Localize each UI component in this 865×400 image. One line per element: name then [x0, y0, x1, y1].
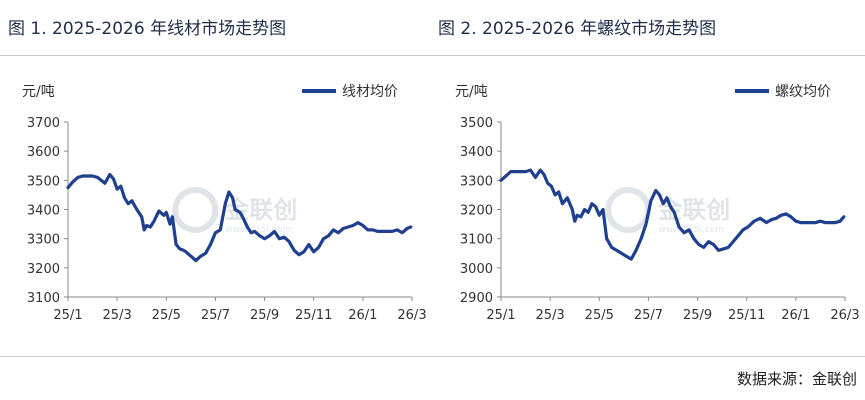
- x-tick-label: 25/7: [201, 308, 230, 323]
- x-tick-label: 26/1: [348, 308, 377, 323]
- y-tick-label: 3700: [27, 116, 60, 131]
- watermark-url: www.315i.com: [225, 225, 291, 235]
- x-tick-label: 26/3: [830, 308, 859, 323]
- watermark-url: www.315i.com: [658, 225, 724, 235]
- watermark-icon: [172, 187, 219, 233]
- x-tick-label: 25/11: [728, 308, 765, 323]
- wire-rod-price-chart: 元/吨金联创 www.315i.com 3100 3200 3300 3400 3500 36…: [0, 60, 430, 350]
- x-tick-label: 25/1: [53, 308, 82, 323]
- x-tick-label: 25/3: [103, 308, 132, 323]
- x-tick-label: 26/1: [781, 308, 810, 323]
- divider: [0, 55, 865, 56]
- x-tick-label: 25/5: [585, 308, 614, 323]
- y-unit-label: 元/吨: [455, 84, 488, 100]
- x-tick-label: 26/3: [397, 308, 426, 323]
- divider: [0, 356, 865, 357]
- x-tick-label: 25/11: [295, 308, 332, 323]
- watermark-icon: [605, 187, 652, 233]
- rebar-price-chart: 元/吨金联创 www.315i.com 2900 3000 3100 3200 3300 34…: [433, 60, 863, 350]
- series-line: [499, 168, 846, 261]
- y-tick-label: 3100: [27, 291, 60, 306]
- x-tick-label: 25/9: [683, 308, 712, 323]
- y-tick-label: 2900: [460, 291, 493, 306]
- y-tick-label: 3200: [460, 204, 493, 219]
- y-tick-label: 3300: [27, 233, 60, 248]
- y-tick-label: 3500: [460, 116, 493, 131]
- legend-label: 螺纹均价: [775, 84, 831, 100]
- x-tick-label: 25/1: [486, 308, 515, 323]
- y-tick-label: 3500: [27, 174, 60, 189]
- x-tick-label: 25/9: [250, 308, 279, 323]
- legend-label: 线材均价: [342, 84, 398, 100]
- y-tick-label: 3300: [460, 174, 493, 189]
- y-unit-label: 元/吨: [22, 84, 55, 100]
- y-tick-label: 3400: [460, 145, 493, 160]
- y-tick-label: 3400: [27, 204, 60, 219]
- y-tick-label: 3200: [27, 262, 60, 277]
- data-source: 数据来源：金联创: [736, 370, 857, 388]
- x-tick-label: 25/5: [152, 308, 181, 323]
- y-tick-label: 3000: [460, 262, 493, 277]
- y-tick-label: 3100: [460, 233, 493, 248]
- y-tick-label: 3600: [27, 145, 60, 160]
- x-tick-label: 25/3: [536, 308, 565, 323]
- chart-title: 图 2. 2025-2026 年螺纹市场走势图: [438, 19, 717, 39]
- x-tick-label: 25/7: [634, 308, 663, 323]
- chart-title: 图 1. 2025-2026 年线材市场走势图: [8, 19, 287, 39]
- series-line: [66, 172, 413, 263]
